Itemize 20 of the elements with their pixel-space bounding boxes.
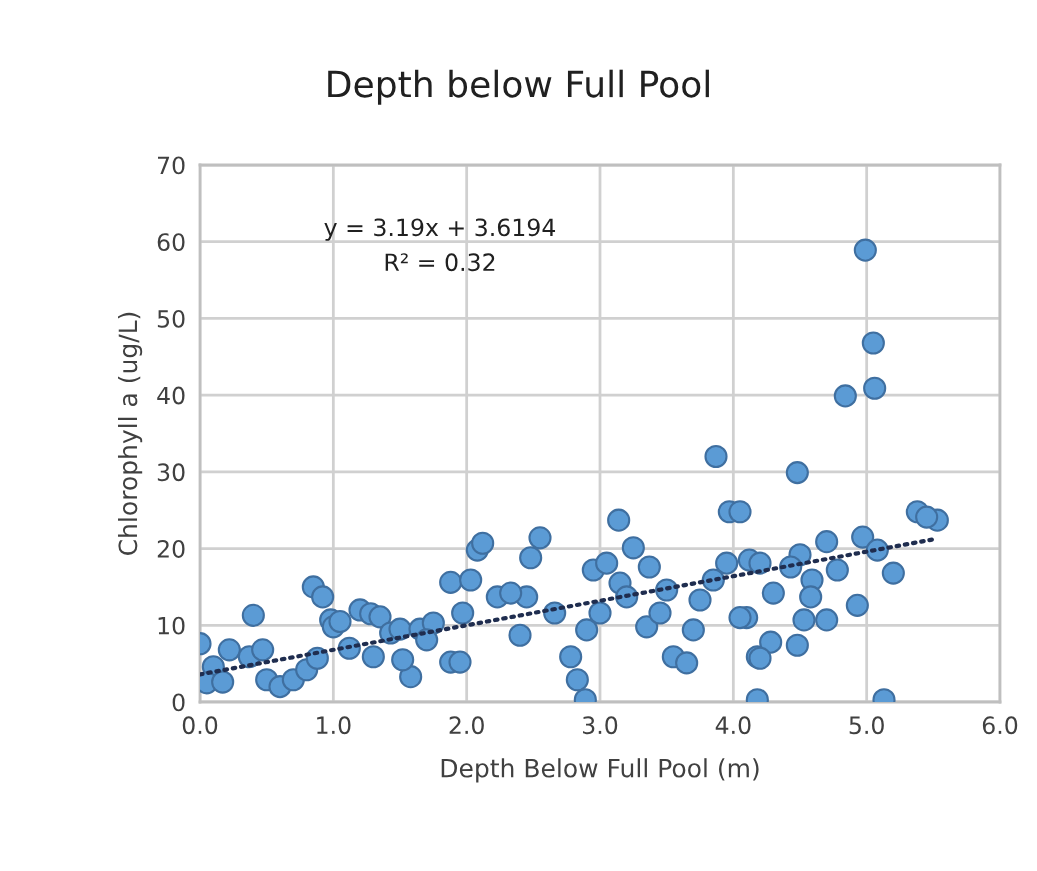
chart-title: Depth below Full Pool	[328, 69, 709, 105]
x-axis-title: Depth Below Full Pool (m)	[441, 758, 759, 783]
y-axis-title: Chlorophyll a (ug/L)	[117, 312, 143, 555]
annotation: R² = 0.32	[385, 253, 495, 272]
y-tick-label: 0	[172, 693, 185, 712]
y-tick-label: 40	[157, 386, 185, 405]
y-tick-label: 20	[157, 540, 185, 558]
y-tick-label: 30	[157, 463, 185, 482]
annotation: y = 3.19x + 3.6194	[324, 218, 556, 241]
x-tick-label: 4.0	[715, 716, 751, 735]
y-tick-label: 70	[158, 156, 185, 175]
y-tick-label: 50	[157, 309, 185, 328]
y-tick-label: 60	[157, 233, 185, 252]
x-tick-label: 1.0	[317, 716, 351, 735]
x-tick-label: 0.0	[182, 716, 218, 735]
y-tick-label: 10	[158, 616, 185, 635]
x-tick-label: 3.0	[583, 716, 618, 735]
x-tick-label: 2.0	[449, 716, 484, 735]
x-tick-label: 6.0	[982, 716, 1018, 735]
x-tick-label: 5.0	[849, 716, 884, 735]
